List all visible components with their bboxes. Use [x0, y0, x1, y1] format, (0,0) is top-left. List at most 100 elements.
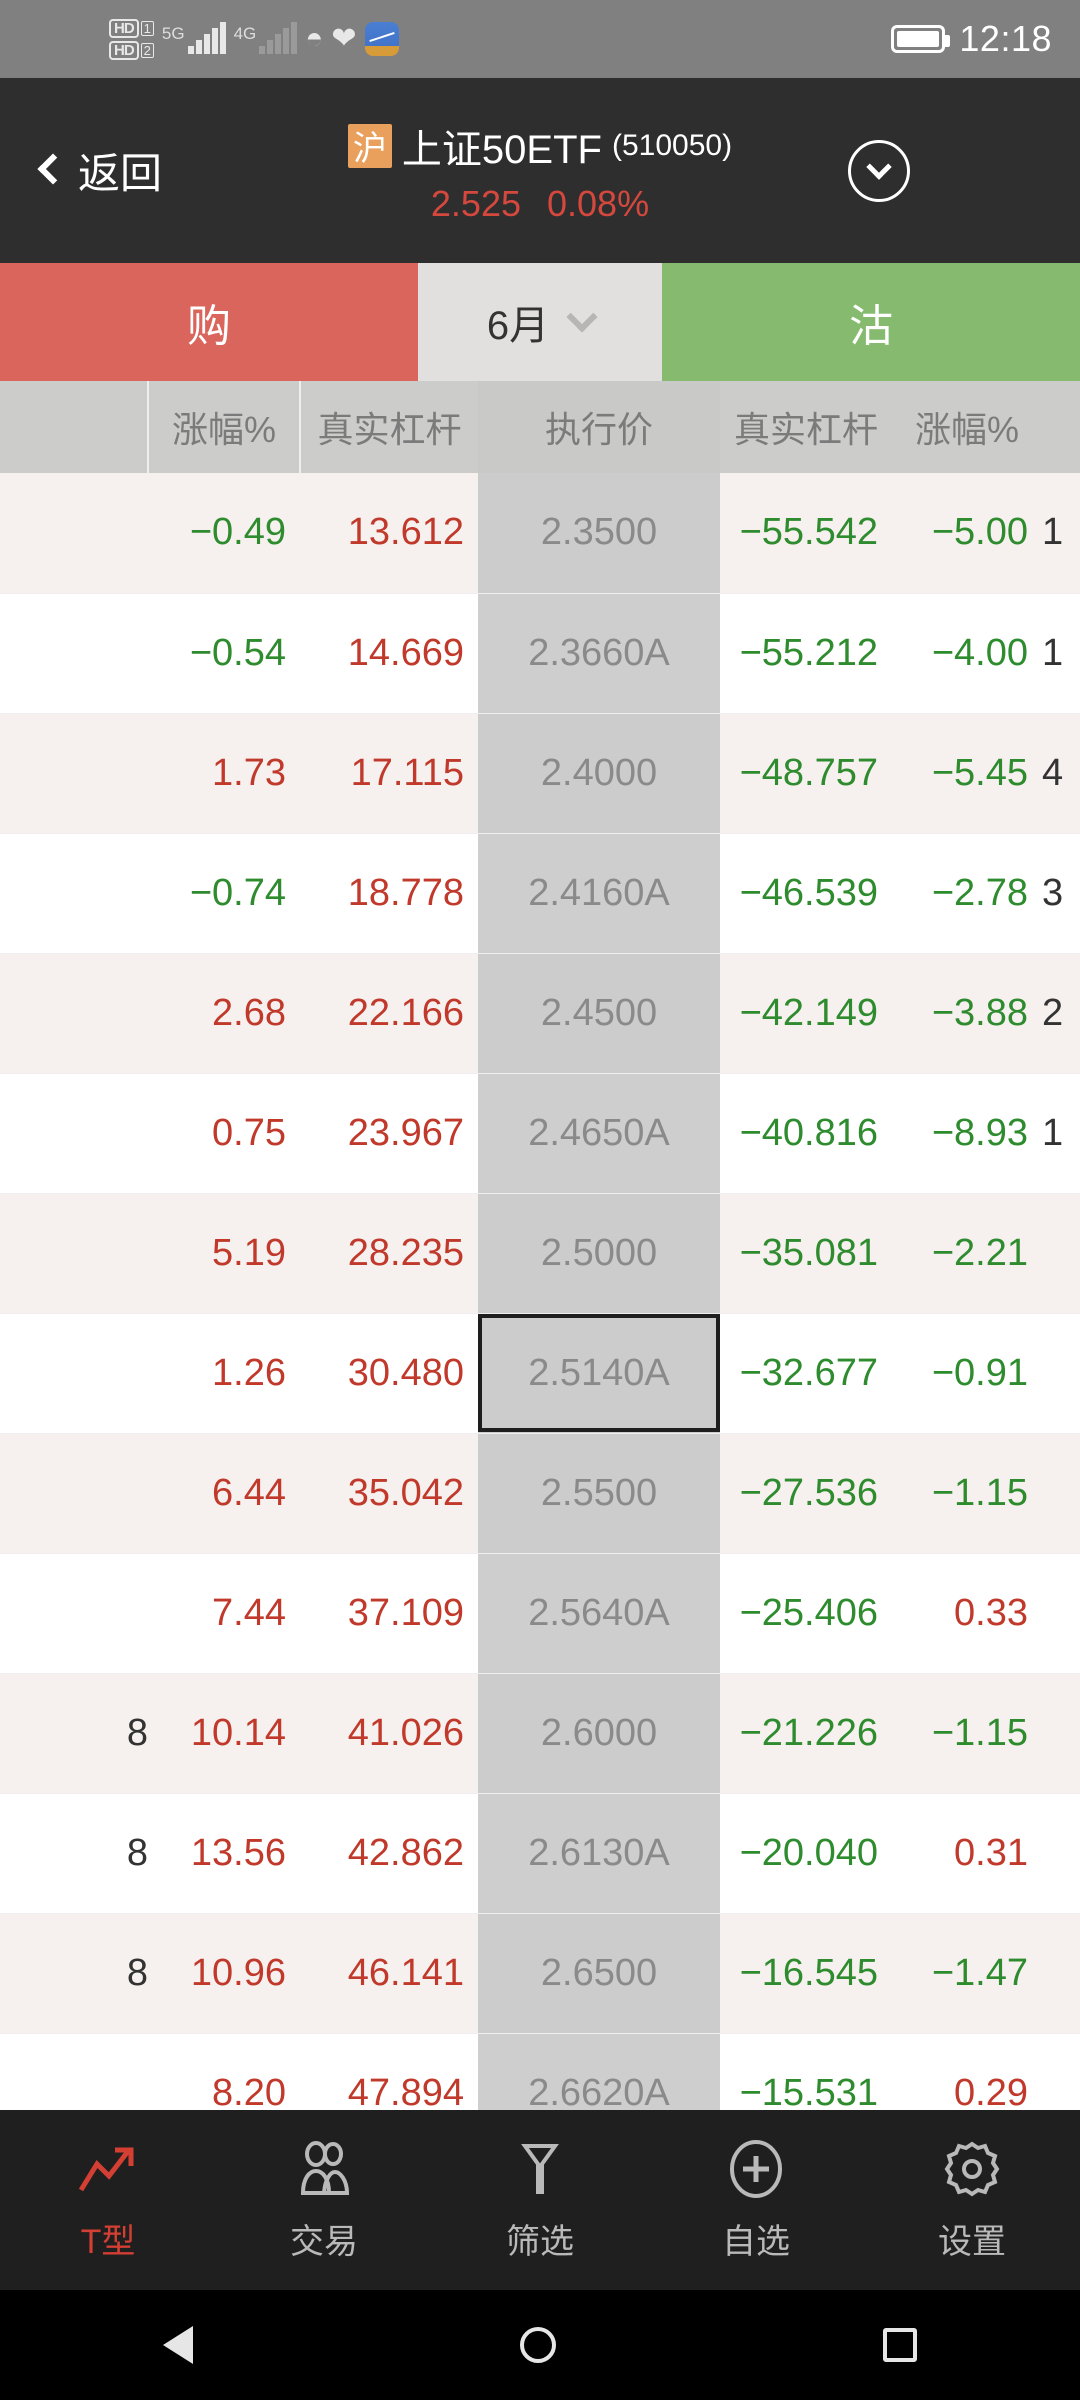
cell-call-leverage: 14.669 [300, 593, 478, 714]
cell-strike[interactable]: 2.6130A [478, 1793, 720, 1914]
cell-cut-left [0, 833, 148, 954]
cell-put-leverage: −15.531 [720, 2033, 892, 2116]
cell-strike[interactable]: 2.5640A [478, 1553, 720, 1674]
cell-strike[interactable]: 2.6620A [478, 2033, 720, 2116]
cell-cut-left: 8 [0, 1913, 148, 2034]
cell-strike[interactable]: 2.4500 [478, 953, 720, 1074]
signal-bars-icon-2 [259, 22, 298, 54]
cell-cut-right [1042, 1793, 1080, 1914]
cell-strike[interactable]: 2.5000 [478, 1193, 720, 1314]
cell-strike[interactable]: 2.3660A [478, 593, 720, 714]
table-row[interactable]: 8 13.56 42.862 2.6130A −20.040 0.31 [0, 1793, 1080, 1914]
table-row[interactable]: 5.19 28.235 2.5000 −35.081 −2.21 [0, 1193, 1080, 1314]
nav-item-watchlist[interactable]: 自选 [648, 2138, 864, 2263]
cell-cut-left: 8 [0, 1793, 148, 1914]
cell-cut-left [0, 473, 148, 594]
cell-cut-left [0, 1553, 148, 1674]
cell-cut-right: 3 [1042, 833, 1080, 954]
column-header-strike[interactable]: 执行价 [478, 381, 720, 473]
table-row[interactable]: 7.44 37.109 2.5640A −25.406 0.33 [0, 1553, 1080, 1674]
column-header-cut-right[interactable] [1042, 381, 1080, 473]
cell-put-change: −2.78 [892, 833, 1042, 954]
cell-put-change: 0.33 [892, 1553, 1042, 1674]
option-chain-table-wrap[interactable]: 涨幅% 真实杠杆 执行价 真实杠杆 涨幅% −0.49 13.612 2.3500−… [0, 381, 1080, 2116]
cell-strike[interactable]: 2.5500 [478, 1433, 720, 1554]
cell-put-leverage: −32.677 [720, 1313, 892, 1434]
option-type-tabs: 购 6月 沽 [0, 263, 1080, 381]
tab-call[interactable]: 购 [0, 263, 418, 381]
back-button[interactable]: 返回 [37, 140, 163, 201]
cell-cut-left [0, 1313, 148, 1434]
cell-strike[interactable]: 2.5140A [478, 1313, 720, 1434]
cell-strike[interactable]: 2.4000 [478, 713, 720, 834]
people-icon [293, 2138, 355, 2200]
nav-item-filter[interactable]: 筛选 [432, 2138, 648, 2263]
cell-strike[interactable]: 2.6000 [478, 1673, 720, 1794]
nav-item-trade[interactable]: 交易 [216, 2138, 432, 2263]
cell-put-leverage: −35.081 [720, 1193, 892, 1314]
table-row[interactable]: −0.54 14.669 2.3660A −55.212 −4.00 1 [0, 593, 1080, 714]
trend-arrow-icon [77, 2138, 139, 2200]
cell-strike[interactable]: 2.6500 [478, 1913, 720, 2034]
back-button-label: 返回 [78, 150, 163, 197]
column-header-call-change[interactable]: 涨幅% [147, 381, 300, 473]
expand-details-button[interactable] [848, 139, 910, 202]
cell-call-leverage: 47.894 [300, 2033, 478, 2116]
table-row[interactable]: 6.44 35.042 2.5500 −27.536 −1.15 [0, 1433, 1080, 1554]
tab-put[interactable]: 沽 [662, 263, 1080, 381]
nav-label-watchlist: 自选 [722, 2222, 790, 2261]
cell-cut-right: 2 [1042, 953, 1080, 1074]
cell-put-leverage: −42.149 [720, 953, 892, 1074]
triangle-back-icon[interactable] [163, 2326, 194, 2364]
volte-hd-icons: HD 1 HD 2 [109, 18, 154, 60]
cell-put-change: −0.91 [892, 1313, 1042, 1434]
cell-call-change: −0.74 [148, 833, 300, 954]
nav-label-t-type: T型 [80, 2222, 136, 2261]
nav-item-settings[interactable]: 设置 [864, 2138, 1080, 2263]
cell-call-change: 0.75 [148, 1073, 300, 1194]
cell-call-change: 2.68 [148, 953, 300, 1074]
cell-strike[interactable]: 2.3500 [478, 473, 720, 594]
cell-call-change: 7.44 [148, 1553, 300, 1674]
hd2-icon: HD [109, 40, 139, 60]
column-header-put-leverage[interactable]: 真实杠杆 [720, 381, 892, 473]
table-body: −0.49 13.612 2.3500 −55.542 −5.00 1 −0.54 14.66… [0, 473, 1080, 2116]
cell-strike[interactable]: 2.4160A [478, 833, 720, 954]
sina-finance-app-icon [364, 22, 399, 56]
nav-item-t-type[interactable]: T型 [0, 2138, 216, 2263]
table-header-row: 涨幅% 真实杠杆 执行价 真实杠杆 涨幅% [0, 381, 1080, 473]
expiry-month-selector[interactable]: 6月 [418, 263, 662, 381]
cell-call-leverage: 18.778 [300, 833, 478, 954]
heart-icon: ❤ [331, 22, 357, 55]
table-row[interactable]: 8 10.96 46.141 2.6500 −16.545 −1.47 [0, 1913, 1080, 2034]
table-row[interactable]: 0.75 23.967 2.4650A −40.816 −8.93 1 [0, 1073, 1080, 1194]
signal-bars-icon-1 [187, 22, 226, 54]
status-bar-left-icons: HD 1 HD 2 5G 4G ◓ ❤ [109, 18, 399, 60]
column-header-cut-left[interactable] [0, 381, 148, 473]
table-row[interactable]: −0.74 18.778 2.4160A −46.539 −2.78 3 [0, 833, 1080, 954]
table-row[interactable]: 1.26 30.480 2.5140A −32.677 −0.91 [0, 1313, 1080, 1434]
table-row[interactable]: 2.68 22.166 2.4500 −42.149 −3.88 2 [0, 953, 1080, 1074]
square-recents-icon[interactable] [882, 2328, 917, 2362]
cell-call-change: 1.73 [148, 713, 300, 834]
column-header-call-leverage[interactable]: 真实杠杆 [299, 381, 478, 473]
cell-put-leverage: −27.536 [720, 1433, 892, 1554]
status-bar-right: 12:18 [891, 0, 1052, 78]
cell-call-change: 13.56 [148, 1793, 300, 1914]
table-row[interactable]: 8.20 47.894 2.6620A −15.531 0.29 [0, 2033, 1080, 2116]
bottom-navigation: T型 交易 筛选 自选 设置 [0, 2110, 1080, 2290]
app-header: 返回 沪 上证50ETF (510050) 2.525 0.08% [0, 78, 1080, 263]
circle-home-icon[interactable] [519, 2327, 556, 2363]
table-row[interactable]: 1.73 17.115 2.4000 −48.757 −5.45 4 [0, 713, 1080, 834]
cell-call-change: −0.49 [148, 473, 300, 594]
cell-strike[interactable]: 2.4650A [478, 1073, 720, 1194]
table-row[interactable]: −0.49 13.612 2.3500 −55.542 −5.00 1 [0, 473, 1080, 594]
table-row[interactable]: 8 10.14 41.026 2.6000 −21.226 −1.15 [0, 1673, 1080, 1794]
cell-put-change: −5.45 [892, 713, 1042, 834]
hd2-sim-number: 2 [140, 42, 154, 58]
chevron-down-circle-icon [866, 153, 892, 180]
cell-cut-left: 8 [0, 1673, 148, 1794]
network-type-4g-label: 4G [233, 24, 257, 43]
column-header-put-change[interactable]: 涨幅% [892, 381, 1042, 473]
chevron-left-icon [37, 152, 69, 185]
